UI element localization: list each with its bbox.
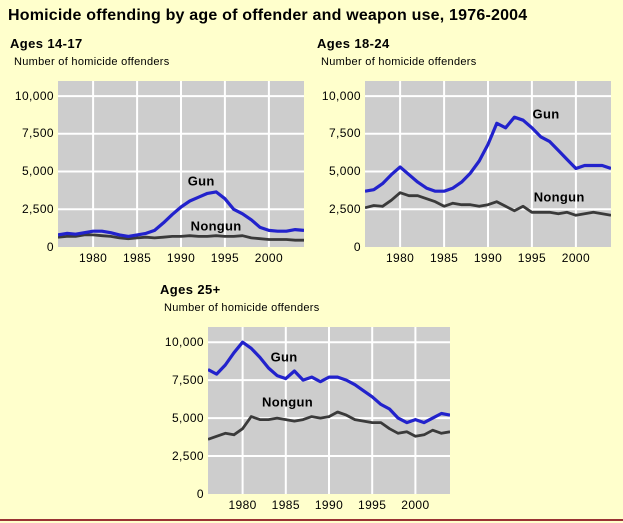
gun-line — [208, 340, 450, 425]
y-tick-label: 7,500 — [171, 372, 204, 387]
x-tick-label: 1995 — [358, 498, 387, 512]
chart-ages-25-plus: Ages 25+ Number of homicide offenders No… — [158, 281, 466, 523]
chart-title: Ages 25+ — [160, 282, 221, 297]
x-tick-label: 1985 — [271, 498, 300, 512]
page-title: Homicide offending by age of offender an… — [8, 7, 528, 24]
y-tick-label: 0 — [196, 486, 204, 501]
chart-canvas — [208, 327, 450, 494]
y-axis-caption: Number of homicide offenders — [14, 56, 170, 68]
gun-line — [365, 115, 611, 193]
x-tick-label: 2000 — [561, 251, 591, 265]
chart-ages-18-24: Ages 18-24 Number of homicide offenders … — [315, 35, 623, 277]
series-label-nongun: Nongun — [262, 394, 313, 410]
plot-area: Nongun Gun — [208, 327, 450, 494]
x-tick-label: 1980 — [78, 251, 108, 265]
y-axis-caption: Number of homicide offenders — [164, 302, 320, 314]
page-bottom-border — [0, 519, 623, 521]
series-label-gun: Gun — [187, 173, 215, 189]
series-label-nongun: Nongun — [533, 189, 585, 205]
x-tick-label: 1990 — [314, 498, 344, 512]
y-tick-label: 2,500 — [21, 201, 54, 216]
y-tick-label: 5,000 — [328, 164, 361, 178]
y-tick-label: 2,500 — [171, 448, 204, 463]
nongun-line — [365, 191, 611, 217]
y-axis-caption: Number of homicide offenders — [321, 56, 477, 68]
series-label-gun: Gun — [532, 106, 560, 122]
x-tick-label: 1995 — [517, 251, 547, 265]
y-tick-label: 0 — [46, 239, 54, 254]
y-tick-label: 5,000 — [171, 410, 204, 425]
x-tick-label: 1990 — [166, 251, 196, 265]
x-tick-label: 1985 — [122, 251, 152, 265]
chart-canvas — [365, 81, 611, 247]
series-label-nongun: Nongun — [190, 218, 242, 234]
y-tick-label: 10,000 — [14, 88, 54, 103]
y-tick-label: 5,000 — [21, 164, 54, 178]
y-tick-label: 0 — [353, 239, 361, 254]
plot-area: Nongun Gun — [365, 81, 611, 247]
x-tick-label: 1980 — [228, 498, 257, 512]
x-tick-label: 1985 — [429, 251, 459, 265]
x-tick-label: 1980 — [385, 251, 415, 265]
plot-area: Nongun Gun — [58, 81, 304, 247]
chart-canvas — [58, 81, 304, 247]
x-tick-label: 2000 — [401, 498, 430, 512]
y-tick-label: 2,500 — [328, 201, 361, 216]
series-label-gun: Gun — [270, 349, 298, 365]
nongun-line — [58, 233, 304, 242]
x-tick-label: 1995 — [210, 251, 240, 265]
y-tick-label: 10,000 — [164, 334, 204, 349]
y-tick-label: 10,000 — [321, 88, 361, 103]
chart-title: Ages 14-17 — [10, 36, 83, 51]
nongun-line — [208, 410, 450, 441]
gun-line — [58, 190, 304, 238]
x-tick-label: 2000 — [254, 251, 284, 265]
chart-ages-14-17: Ages 14-17 Number of homicide offenders … — [8, 35, 316, 277]
chart-title: Ages 18-24 — [317, 36, 390, 51]
y-tick-label: 7,500 — [328, 126, 361, 141]
y-tick-label: 7,500 — [21, 126, 54, 141]
x-tick-label: 1990 — [473, 251, 503, 265]
